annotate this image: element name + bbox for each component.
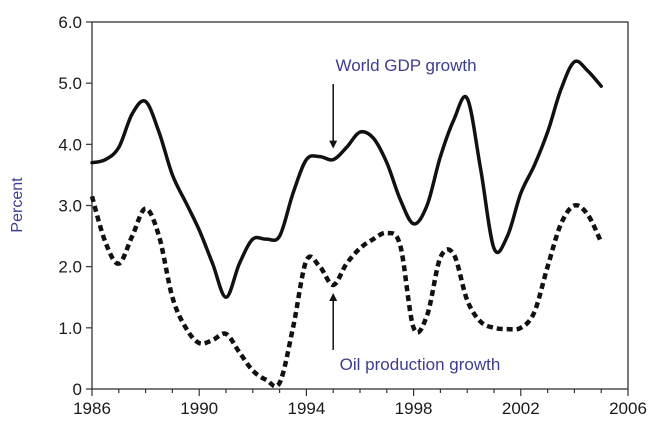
x-tick-label: 2006 (609, 399, 647, 418)
x-tick-label: 1990 (180, 399, 218, 418)
x-tick-label: 1998 (395, 399, 433, 418)
y-tick-label: 2.0 (58, 258, 82, 277)
y-tick-label: 0 (73, 380, 82, 399)
oil-annotation-label: Oil production growth (340, 355, 501, 374)
gdp-annotation-label: World GDP growth (335, 56, 476, 75)
y-tick-label: 1.0 (58, 319, 82, 338)
x-tick-label: 1986 (73, 399, 111, 418)
annotations: World GDP growth Oil production growth (333, 56, 500, 374)
y-tick-label: 5.0 (58, 74, 82, 93)
world-gdp-growth-line (92, 61, 601, 297)
plot-frame (92, 22, 628, 389)
x-tick-label: 1994 (287, 399, 325, 418)
series-lines (92, 61, 601, 386)
x-tick-label: 2002 (502, 399, 540, 418)
y-tick-label: 6.0 (58, 13, 82, 32)
y-tick-label: 3.0 (58, 197, 82, 216)
y-tick-label: 4.0 (58, 135, 82, 154)
y-axis-title: Percent (9, 177, 26, 233)
